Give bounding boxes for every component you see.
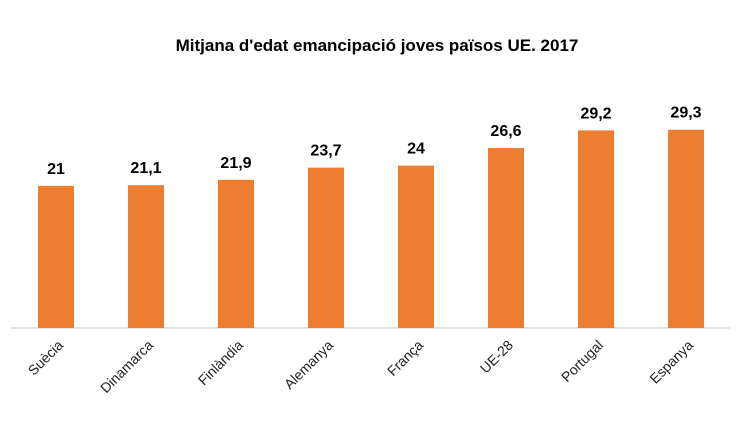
data-label: 29,3	[670, 105, 701, 122]
bar	[398, 165, 434, 328]
data-label: 23,7	[310, 143, 341, 160]
chart-title: Mitjana d'edat emancipació joves països …	[176, 36, 579, 55]
data-label: 24	[407, 141, 425, 158]
data-label: 21	[47, 161, 65, 178]
x-tick-label: Espanya	[646, 337, 696, 387]
bar	[308, 167, 344, 328]
x-tick-label: Alemanya	[281, 337, 336, 392]
x-tick-label: UE-28	[477, 337, 517, 377]
x-tick-label: Suècia	[25, 337, 67, 379]
bar	[128, 185, 164, 328]
data-label: 29,2	[580, 105, 611, 122]
data-label: 21,9	[220, 155, 251, 172]
data-label: 21,1	[130, 160, 161, 177]
x-tick-label: Portugal	[558, 337, 606, 385]
x-tick-label: Finlàndia	[195, 337, 247, 389]
bar	[488, 148, 524, 328]
bar	[218, 179, 254, 328]
x-tick-label: Dinamarca	[97, 337, 156, 396]
bar	[38, 185, 74, 328]
x-tick-label: França	[384, 337, 426, 379]
bar	[578, 130, 614, 328]
data-label: 26,6	[490, 123, 521, 140]
bar	[668, 129, 704, 328]
